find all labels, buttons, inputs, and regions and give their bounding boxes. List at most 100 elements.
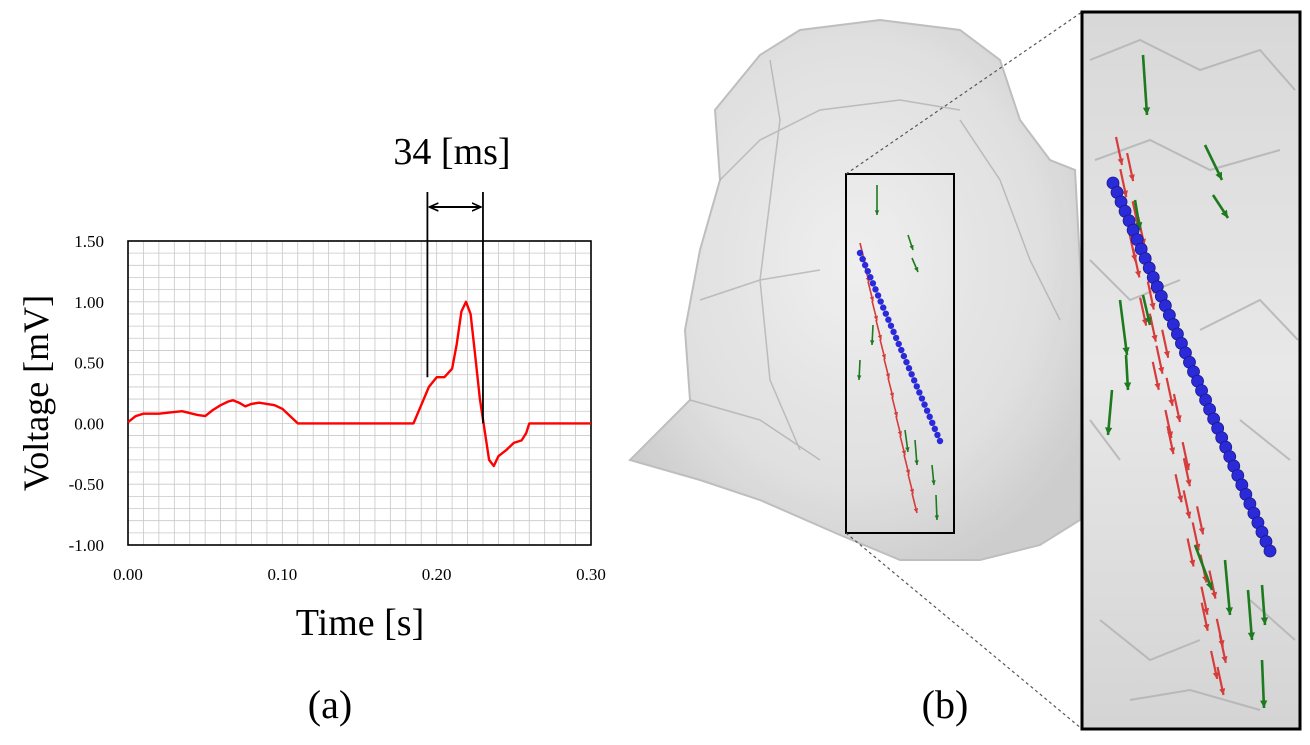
catheter-point bbox=[913, 383, 920, 390]
path-arrow bbox=[903, 454, 911, 475]
path-arrow bbox=[879, 338, 887, 360]
flow-arrow bbox=[1118, 299, 1130, 356]
x-tick-label: 0.30 bbox=[576, 565, 606, 584]
path-arrow bbox=[1151, 361, 1161, 391]
catheter-point bbox=[936, 437, 944, 445]
y-tick-label: 0.00 bbox=[74, 414, 104, 433]
tissue-inner-structure bbox=[689, 59, 1061, 461]
path-arrow bbox=[1139, 297, 1148, 326]
flow-arrow bbox=[1211, 194, 1230, 219]
path-arrow bbox=[1174, 474, 1184, 503]
small-flow-arrows bbox=[856, 185, 944, 521]
plot-frame bbox=[127, 240, 592, 546]
catheter-point bbox=[934, 431, 941, 439]
path-arrow bbox=[883, 358, 891, 379]
catheter-point bbox=[923, 407, 931, 414]
catheter-point bbox=[877, 298, 884, 305]
panel-a-label: (a) bbox=[308, 682, 352, 727]
catheter-point bbox=[874, 292, 882, 299]
flow-arrow bbox=[874, 185, 880, 215]
catheter-point bbox=[1263, 544, 1277, 558]
path-arrow bbox=[887, 377, 895, 398]
catheter-point bbox=[880, 304, 887, 311]
catheter-point bbox=[903, 358, 910, 366]
catheter-point bbox=[900, 352, 908, 360]
catheter-point bbox=[861, 261, 869, 269]
path-arrow bbox=[1161, 329, 1170, 358]
path-arrow bbox=[895, 415, 903, 437]
flow-arrow bbox=[907, 234, 914, 251]
path-arrow bbox=[1132, 249, 1141, 278]
flow-arrow bbox=[1203, 144, 1224, 181]
flow-arrow bbox=[1193, 544, 1214, 591]
catheter-point bbox=[908, 371, 915, 378]
x-axis-label: Time [s] bbox=[296, 602, 424, 644]
catheter-point bbox=[926, 413, 933, 420]
catheter-point bbox=[869, 280, 877, 287]
path-arrow bbox=[871, 300, 879, 321]
catheter-point bbox=[887, 322, 895, 329]
y-axis-label: Voltage [mV] bbox=[16, 295, 56, 491]
zoom-inset-frame bbox=[1080, 10, 1302, 731]
path-arrow bbox=[1186, 538, 1196, 567]
flow-arrow bbox=[1260, 659, 1268, 709]
path-arrow bbox=[1200, 586, 1210, 615]
zoom-inset-texture bbox=[1089, 38, 1299, 711]
y-tick-labels: 1.50 1.00 0.50 0.00 -0.50 -1.00 bbox=[69, 232, 104, 555]
heart-rendering-panel: (b) bbox=[628, 10, 1302, 731]
voltage-trace bbox=[127, 300, 591, 468]
catheter-point bbox=[864, 267, 871, 275]
y-tick-label: -0.50 bbox=[69, 475, 104, 494]
catheter-point bbox=[929, 419, 936, 427]
flow-arrow bbox=[1223, 559, 1233, 616]
flow-arrow bbox=[1246, 589, 1256, 641]
x-tick-label: 0.20 bbox=[422, 565, 452, 584]
panel-b-label: (b) bbox=[922, 682, 969, 727]
zoom-flow-arrows bbox=[1105, 54, 1277, 709]
path-arrow bbox=[1195, 506, 1205, 535]
y-tick-label: 1.50 bbox=[74, 232, 104, 251]
flow-arrow bbox=[870, 324, 875, 346]
catheter-point bbox=[921, 401, 928, 408]
path-arrow bbox=[1200, 602, 1210, 631]
path-arrow bbox=[875, 319, 883, 341]
flow-arrow bbox=[904, 429, 910, 453]
path-arrow bbox=[1182, 490, 1192, 519]
catheter-point bbox=[895, 340, 902, 348]
flow-arrow bbox=[1141, 54, 1151, 116]
flow-arrow bbox=[1123, 354, 1132, 391]
catheter-point bbox=[872, 286, 879, 293]
x-tick-label: 0.10 bbox=[267, 565, 297, 584]
catheter-point bbox=[918, 395, 926, 402]
flow-arrow bbox=[1141, 294, 1152, 326]
voltage-chart: 1.501.000.500.00-0.50-1.00 0.00 0.10 0.20 0… bbox=[16, 131, 606, 727]
catheter-point bbox=[856, 249, 864, 257]
y-tick-label: -1.00 bbox=[69, 536, 104, 555]
zoom-region-box bbox=[845, 173, 955, 534]
path-arrow bbox=[1166, 425, 1176, 455]
path-arrow bbox=[1155, 345, 1165, 375]
path-arrow bbox=[911, 492, 919, 514]
path-arrow bbox=[1182, 457, 1192, 487]
catheter-point bbox=[916, 389, 923, 396]
catheter-point bbox=[892, 334, 900, 342]
y-tick-label: 1.00 bbox=[74, 293, 104, 312]
flow-arrow bbox=[1260, 584, 1269, 626]
path-arrow bbox=[1216, 666, 1226, 696]
flow-arrow bbox=[914, 439, 919, 466]
catheter-point bbox=[882, 310, 890, 317]
path-arrow bbox=[1172, 393, 1182, 423]
catheter-point bbox=[931, 425, 939, 433]
x-tick-label: 0.00 bbox=[113, 565, 143, 584]
catheter-point bbox=[859, 255, 866, 263]
path-arrow bbox=[1210, 650, 1219, 680]
path-arrow bbox=[899, 435, 907, 456]
chart-gridlines bbox=[128, 241, 591, 545]
flow-arrow bbox=[857, 359, 862, 381]
x-tick-labels: 0.00 0.10 0.20 0.30 bbox=[113, 565, 606, 584]
path-arrow bbox=[1146, 281, 1156, 310]
flow-arrow bbox=[1133, 199, 1143, 231]
path-arrow bbox=[1114, 136, 1124, 166]
path-arrow bbox=[907, 473, 915, 494]
